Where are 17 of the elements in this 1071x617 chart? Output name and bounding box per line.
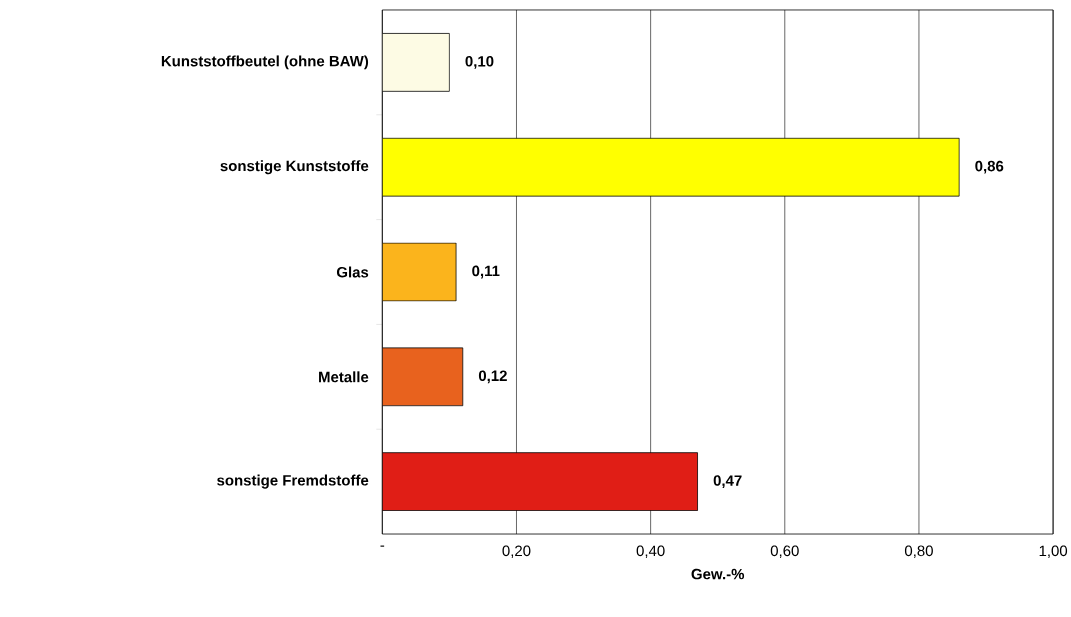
x-axis-title: Gew.-% <box>691 568 745 580</box>
x-tick-label: 0,80 <box>904 545 933 558</box>
data-label: 0,11 <box>472 265 500 279</box>
x-tick-label: 0,40 <box>636 545 665 558</box>
y-tick-label: Glas <box>336 266 369 278</box>
data-label: 0,47 <box>713 475 742 489</box>
y-tick-label: Kunststoffbeutel (ohne BAW) <box>161 55 369 70</box>
x-tick-label: - <box>380 545 385 547</box>
y-tick-label: sonstige Fremdstoffe <box>217 474 369 489</box>
x-tick-label: 0,60 <box>770 545 799 558</box>
y-tick-label: sonstige Kunststoffe <box>220 160 369 175</box>
x-tick-label: 1,00 <box>1039 545 1068 558</box>
data-label: 0,10 <box>465 56 494 69</box>
y-tick-label: Metalle <box>319 371 369 383</box>
data-label: 0,86 <box>975 160 1004 174</box>
x-tick-label: 0,20 <box>502 545 531 558</box>
data-label: 0,12 <box>478 370 507 384</box>
